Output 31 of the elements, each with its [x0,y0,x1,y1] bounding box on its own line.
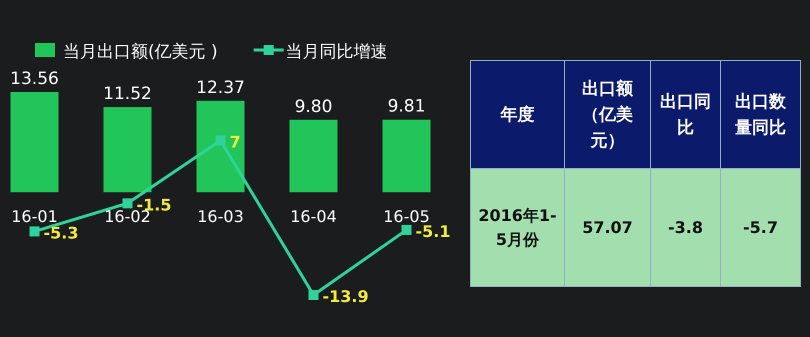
point [216,135,226,146]
data-label: -13.9 [322,287,369,306]
data-label: 13.56 [10,69,59,89]
category-label: 出口数量同比 [720,60,800,168]
category-label: 出口同比 [650,60,720,168]
bar [104,107,152,192]
data-label: 12.37 [196,78,245,98]
data-label: 9.81 [388,96,426,117]
category-label: 出口额（亿美元） [564,60,650,168]
legend-label: 当月出口额(亿美元 ) [63,42,218,62]
point [402,224,412,235]
legend-label: 当月同比增速 [286,42,388,62]
data-label: 7 [230,132,241,152]
point [122,198,132,208]
x-tick-label: 16-03 [197,207,244,226]
text: 2016年1-5月份 [478,206,557,248]
category-label: 年度 [470,60,564,168]
bar [382,120,430,192]
text: -5.7 [743,218,778,236]
data-label: 9.80 [294,96,332,117]
data-label: -5.3 [44,223,78,242]
bar [196,100,244,192]
x-tick-label: 16-01 [11,207,58,226]
point [30,226,40,236]
x-tick-label: 16-04 [290,207,337,226]
bar [10,92,58,192]
text: 57.07 [582,218,633,236]
data-label: 11.52 [103,84,152,104]
text: -3.8 [668,218,703,236]
bar [290,120,338,192]
point [308,290,318,300]
